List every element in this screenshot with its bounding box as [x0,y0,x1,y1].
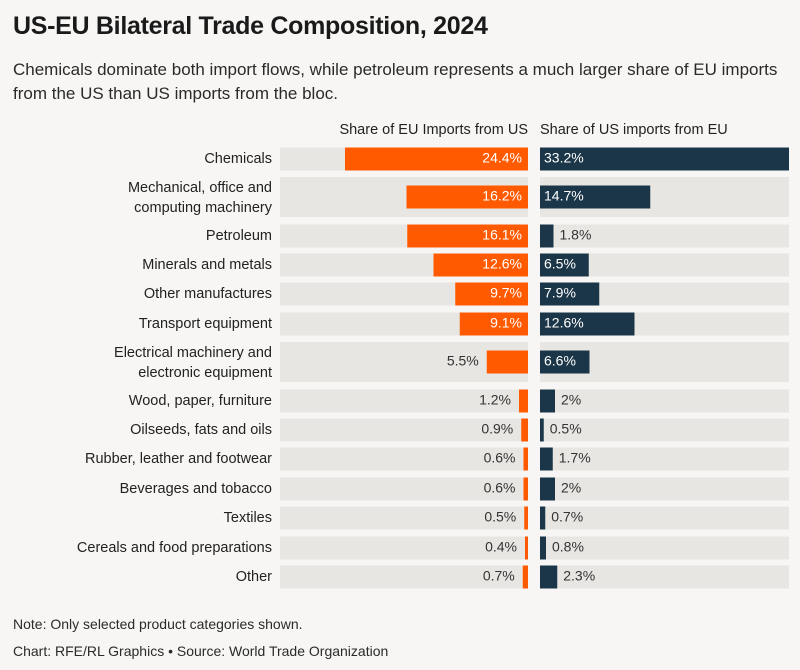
data-label-eu: 9.7% [490,285,522,301]
track-us [540,418,789,442]
data-label-eu: 0.6% [484,450,516,466]
bar-eu-imports [486,350,528,374]
category-label: Petroleum [206,228,272,244]
track-us [540,536,789,560]
category-label: Electrical machinery and electronic equip… [114,345,272,381]
data-label-eu: 0.4% [485,539,517,555]
bar-us-imports [540,447,553,471]
data-label-eu: 0.7% [483,568,515,584]
header-us-imports: Share of US imports from EU [540,122,728,138]
category-label: Other [236,569,272,585]
data-label-us: 14.7% [544,188,584,204]
track-us [540,565,789,589]
data-label-eu: 0.6% [484,480,516,496]
bar-eu-imports [523,447,528,471]
category-label: Chemicals [204,151,272,167]
data-label-eu: 12.6% [482,256,522,272]
track-us [540,282,789,306]
bar-us-imports [540,253,589,277]
butterfly-bar-chart: Share of EU Imports from US Share of US i… [77,122,789,589]
category-label: Oilseeds, fats and oils [130,422,272,438]
bar-us-imports [540,224,554,248]
data-label-eu: 9.1% [490,315,522,331]
bar-eu-imports [459,312,528,336]
data-label-us: 2% [561,392,581,408]
data-label-eu: 0.5% [484,509,516,525]
data-label-eu: 1.2% [479,392,511,408]
data-label-us: 0.8% [552,539,584,555]
bar-us-imports [540,350,590,374]
bar-us-imports [540,565,558,589]
track-eu [280,477,528,501]
category-label: Transport equipment [139,316,272,332]
bar-eu-imports [433,253,528,277]
data-label-eu: 0.9% [481,421,513,437]
track-us [540,447,789,471]
bar-eu-imports [524,506,528,530]
header-eu-imports: Share of EU Imports from US [339,122,528,138]
bar-us-imports [540,418,544,442]
category-label: Cereals and food preparations [77,540,272,556]
data-label-eu: 24.4% [482,150,522,166]
category-label: Wood, paper, furniture [129,393,272,409]
chart-subtitle: Chemicals dominate both import flows, wh… [13,60,778,103]
bar-us-imports [540,477,555,501]
category-label: Other manufactures [144,286,272,302]
track-eu [280,447,528,471]
category-label: Rubber, leather and footwear [85,451,272,467]
bar-us-imports [540,506,546,530]
category-label: Beverages and tobacco [120,481,272,497]
chart-note: Note: Only selected product categories s… [13,616,303,632]
bar-eu-imports [525,536,528,560]
data-label-us: 1.7% [559,450,591,466]
bar-eu-imports [406,185,528,209]
data-label-eu: 16.1% [482,227,522,243]
bar-us-imports [540,389,555,413]
bar-eu-imports [407,224,528,248]
data-label-us: 12.6% [544,315,584,331]
bar-us-imports [540,282,600,306]
data-label-eu: 16.2% [482,188,522,204]
chart-credit: Chart: RFE/RL Graphics • Source: World T… [13,643,389,659]
bar-us-imports [540,536,546,560]
bar-eu-imports [522,565,528,589]
track-eu [280,342,528,382]
data-label-eu: 5.5% [447,353,479,369]
track-us [540,224,789,248]
category-label: Mechanical, office and computing machiner… [128,180,273,216]
data-label-us: 1.8% [560,227,592,243]
bar-us-imports [540,147,789,171]
track-us [540,389,789,413]
bar-us-imports [540,185,651,209]
data-label-us: 2% [561,480,581,496]
track-eu [280,506,528,530]
data-label-us: 2.3% [563,568,595,584]
bar-eu-imports [345,147,528,171]
bar-eu-imports [523,477,528,501]
category-label: Minerals and metals [142,257,272,273]
chart-title: US-EU Bilateral Trade Composition, 2024 [13,12,488,40]
data-label-us: 7.9% [544,285,576,301]
data-label-us: 33.2% [544,150,584,166]
data-label-us: 0.7% [551,509,583,525]
track-eu [280,536,528,560]
data-label-us: 0.5% [550,421,582,437]
track-us [540,253,789,277]
category-label: Textiles [224,510,272,526]
bar-eu-imports [521,418,528,442]
bar-us-imports [540,312,635,336]
data-label-us: 6.6% [544,353,576,369]
track-eu [280,565,528,589]
track-us [540,477,789,501]
track-us [540,506,789,530]
bar-eu-imports [455,282,528,306]
bar-eu-imports [519,389,528,413]
track-eu [280,389,528,413]
data-label-us: 6.5% [544,256,576,272]
track-eu [280,418,528,442]
